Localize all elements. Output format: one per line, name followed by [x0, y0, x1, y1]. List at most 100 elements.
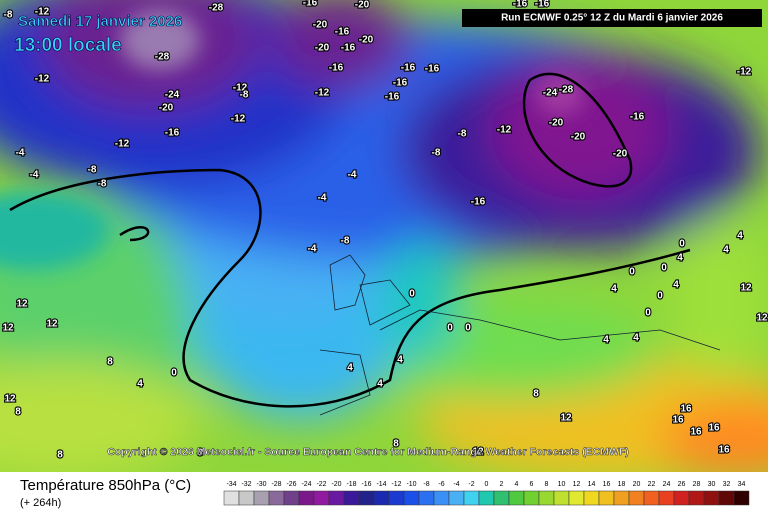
contour-label: 4 — [377, 379, 383, 390]
legend-title: Température 850hPa (°C) — [20, 477, 191, 494]
contour-label: 12 — [4, 394, 16, 405]
legend-tick-label: -16 — [361, 481, 371, 488]
legend-tick-label: 14 — [588, 481, 596, 488]
forecast-time: 13:00 locale — [14, 35, 122, 56]
contour-label: -12 — [233, 83, 248, 94]
contour-label: -16 — [385, 92, 400, 103]
contour-label: 0 — [657, 291, 663, 302]
contour-label: 8 — [197, 448, 203, 459]
legend-tick-label: 16 — [603, 481, 611, 488]
contour-label: -28 — [559, 85, 574, 96]
legend-swatch — [568, 490, 585, 506]
contour-label: 0 — [645, 308, 651, 319]
contour-label: -16 — [329, 63, 344, 74]
contour-label: 16 — [680, 404, 692, 415]
legend-tick-label: -14 — [376, 481, 386, 488]
contour-label: 8 — [15, 407, 21, 418]
legend-swatch — [223, 490, 240, 506]
contour-label: 0 — [465, 323, 471, 334]
legend-tick-label: 6 — [530, 481, 534, 488]
legend-swatch — [703, 490, 720, 506]
contour-label: -4 — [16, 148, 25, 159]
legend-tick-label: -22 — [316, 481, 326, 488]
contour-label: 16 — [672, 415, 684, 426]
contour-label: 4 — [723, 245, 729, 256]
legend-swatch — [238, 490, 255, 506]
contour-label: -16 — [401, 63, 416, 74]
contour-label: 16 — [708, 423, 720, 434]
contour-label: -16 — [303, 0, 318, 9]
contour-label: -16 — [535, 0, 550, 10]
contour-label: 0 — [171, 368, 177, 379]
contour-label: -4 — [318, 193, 327, 204]
contour-label: -12 — [231, 114, 246, 125]
contour-label: 4 — [633, 333, 639, 344]
legend-tick-label: -34 — [226, 481, 236, 488]
contour-label: -12 — [737, 67, 752, 78]
contour-label: -28 — [209, 3, 224, 14]
legend-swatch — [718, 490, 735, 506]
legend-swatch — [328, 490, 345, 506]
legend-swatch — [538, 490, 555, 506]
contour-label: 0 — [679, 239, 685, 250]
legend-tick-label: -2 — [468, 481, 474, 488]
contour-label: 8 — [533, 389, 539, 400]
legend-tick-label: -30 — [256, 481, 266, 488]
contour-label: -16 — [425, 64, 440, 75]
contour-label: -20 — [355, 0, 370, 11]
legend-tick-label: 26 — [678, 481, 686, 488]
contour-label: -8 — [88, 165, 97, 176]
legend-swatch — [418, 490, 435, 506]
contour-label: 12 — [472, 447, 484, 458]
legend-tick-label: 10 — [558, 481, 566, 488]
contour-label: -20 — [549, 118, 564, 129]
legend-swatch — [268, 490, 285, 506]
legend-swatch — [583, 490, 600, 506]
legend-swatch — [358, 490, 375, 506]
contour-label: -16 — [630, 112, 645, 123]
run-info: Run ECMWF 0.25° 12 Z du Mardi 6 janvier … — [501, 13, 723, 24]
legend-swatch — [403, 490, 420, 506]
legend-swatch — [733, 490, 750, 506]
legend-swatch — [658, 490, 675, 506]
legend-tick-label: -18 — [346, 481, 356, 488]
contour-label: 0 — [629, 267, 635, 278]
contour-label: 8 — [107, 357, 113, 368]
contour-label: -12 — [35, 74, 50, 85]
legend-swatch — [343, 490, 360, 506]
contour-label: -24 — [165, 90, 180, 101]
legend-tick-label: 18 — [618, 481, 626, 488]
contour-label: -20 — [315, 43, 330, 54]
contour-label: 0 — [409, 289, 415, 300]
legend-swatch — [508, 490, 525, 506]
contour-label: -8 — [4, 10, 13, 21]
forecast-date: Samedi 17 janvier 2026 — [18, 13, 182, 30]
contour-label: -20 — [159, 103, 174, 114]
legend-swatch — [673, 490, 690, 506]
legend-tick-label: 12 — [573, 481, 581, 488]
contour-label: 12 — [16, 299, 28, 310]
legend-swatch — [643, 490, 660, 506]
legend-swatch — [688, 490, 705, 506]
legend-tick-label: -20 — [331, 481, 341, 488]
legend-tick-label: 20 — [633, 481, 641, 488]
contour-label: -12 — [35, 7, 50, 18]
legend-tick-label: -32 — [241, 481, 251, 488]
contour-label: -8 — [341, 236, 350, 247]
contour-label: 4 — [137, 379, 143, 390]
legend-tick-label: 4 — [515, 481, 519, 488]
legend-tick-label: 28 — [693, 481, 701, 488]
legend-swatch — [463, 490, 480, 506]
contour-label: 12 — [740, 283, 752, 294]
contour-label: 8 — [393, 439, 399, 450]
legend-swatch — [523, 490, 540, 506]
contour-label: 12 — [560, 413, 572, 424]
contour-label: 0 — [447, 323, 453, 334]
legend-swatch — [628, 490, 645, 506]
contour-label: -16 — [341, 43, 356, 54]
legend-tick-label: -10 — [406, 481, 416, 488]
legend-swatch — [613, 490, 630, 506]
legend-tick-label: -6 — [438, 481, 444, 488]
contour-label: -12 — [115, 139, 130, 150]
